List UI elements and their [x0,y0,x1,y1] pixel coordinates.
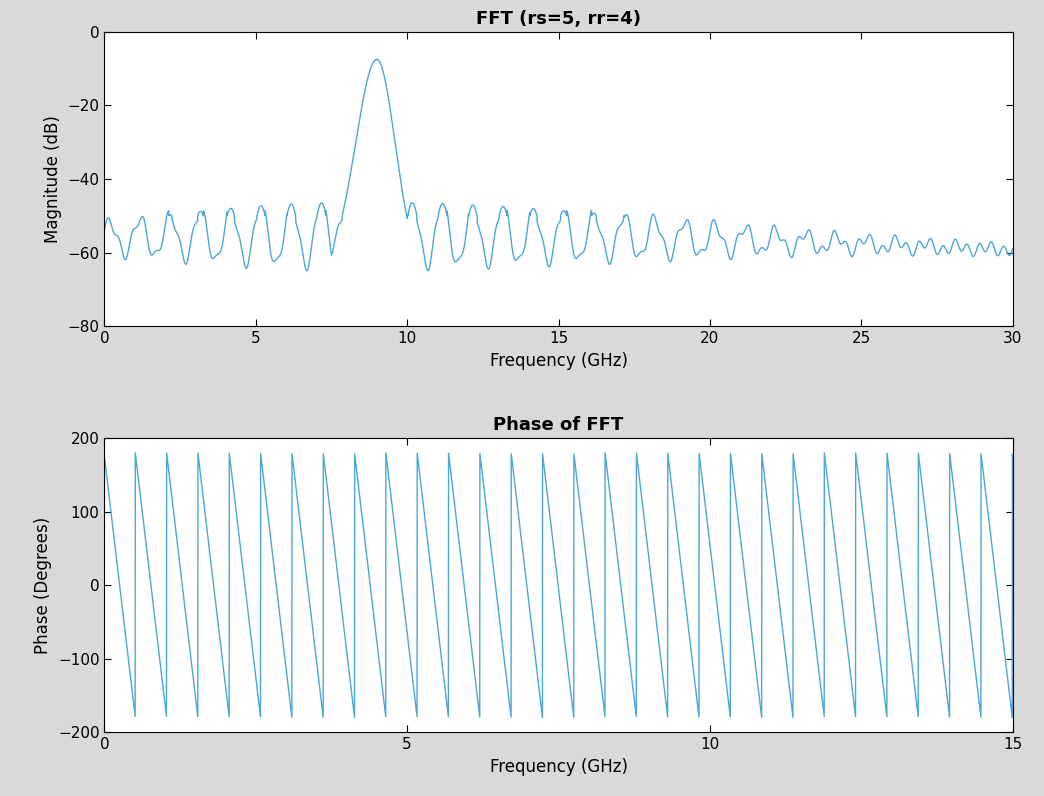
Y-axis label: Magnitude (dB): Magnitude (dB) [44,115,62,243]
Y-axis label: Phase (Degrees): Phase (Degrees) [34,517,52,654]
Title: FFT (rs=5, rr=4): FFT (rs=5, rr=4) [476,10,641,28]
Title: Phase of FFT: Phase of FFT [494,416,623,434]
X-axis label: Frequency (GHz): Frequency (GHz) [490,758,627,776]
X-axis label: Frequency (GHz): Frequency (GHz) [490,352,627,369]
